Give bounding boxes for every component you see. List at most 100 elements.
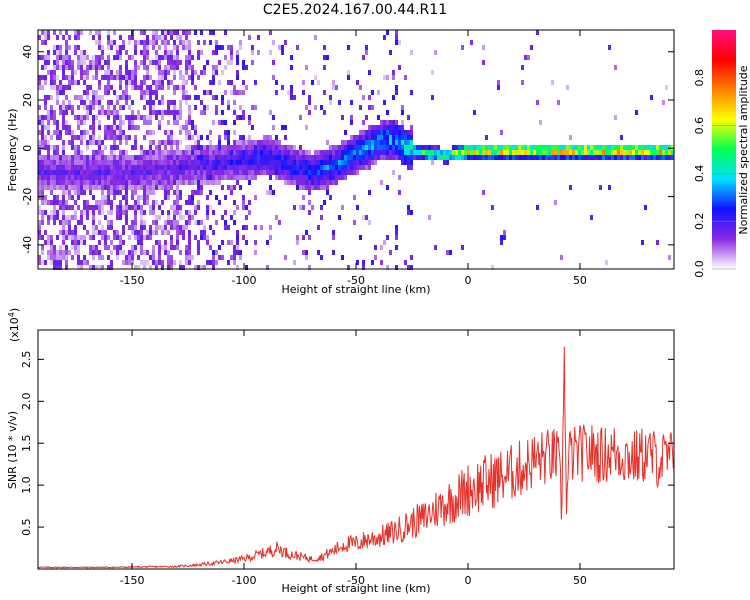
spectrogram-cell bbox=[137, 230, 140, 235]
spectrogram-cell bbox=[500, 145, 503, 150]
spectrogram-cell bbox=[269, 150, 272, 155]
spectrogram-cell bbox=[323, 170, 326, 175]
spectrogram-cell bbox=[80, 140, 83, 145]
spectrogram-cell bbox=[248, 115, 251, 120]
spectrogram-cell bbox=[269, 145, 272, 150]
spectrogram-cell bbox=[221, 165, 224, 170]
spectrogram-cell bbox=[386, 135, 389, 140]
spectrogram-cell bbox=[344, 155, 347, 160]
spectrogram-cell bbox=[374, 130, 377, 135]
spectrogram-cell bbox=[215, 250, 218, 255]
spectrogram-cell bbox=[308, 110, 311, 115]
spectrogram-cell bbox=[104, 200, 107, 205]
spectrogram-cell bbox=[149, 165, 152, 170]
spectrogram-cell bbox=[62, 120, 65, 125]
spectrogram-cell bbox=[476, 145, 479, 150]
spectrogram-cell bbox=[44, 240, 47, 245]
spectrogram-cell bbox=[653, 145, 656, 150]
spectrogram-cell bbox=[131, 85, 134, 90]
spectrogram-cell bbox=[374, 155, 377, 160]
spectrogram-cell bbox=[68, 45, 71, 50]
spectrogram-cell bbox=[398, 135, 401, 140]
spectrogram-cell bbox=[158, 170, 161, 175]
spectrogram-cell bbox=[71, 215, 74, 220]
spectrogram-cell bbox=[56, 135, 59, 140]
spectrogram-cell bbox=[395, 40, 398, 45]
spectrogram-cell bbox=[62, 200, 65, 205]
spectrogram-cell bbox=[230, 50, 233, 55]
spectrogram-cell bbox=[86, 105, 89, 110]
spectrogram-cell bbox=[290, 150, 293, 155]
spectrogram-cell bbox=[365, 140, 368, 145]
spectrogram-cell bbox=[143, 40, 146, 45]
spectrogram-cell bbox=[182, 150, 185, 155]
spectrogram-cell bbox=[74, 50, 77, 55]
spectrogram-cell bbox=[179, 40, 182, 45]
spectrogram-cell bbox=[113, 150, 116, 155]
spectrogram-cell bbox=[95, 205, 98, 210]
spectrogram-cell bbox=[227, 155, 230, 160]
spectrogram-cell bbox=[287, 165, 290, 170]
spectrogram-cell bbox=[146, 75, 149, 80]
spectrogram-cell bbox=[92, 265, 95, 270]
spectrogram-cell bbox=[44, 115, 47, 120]
colorbar-tick-label: 0.4 bbox=[693, 165, 706, 183]
spectrogram-cell bbox=[77, 45, 80, 50]
spectrogram-cell bbox=[602, 155, 605, 160]
spectrogram-cell bbox=[116, 55, 119, 60]
spectrogram-cell bbox=[110, 260, 113, 265]
spectrogram-cell bbox=[368, 70, 371, 75]
spectrogram-cell bbox=[113, 140, 116, 145]
spectrogram-cell bbox=[92, 60, 95, 65]
spectrogram-cell bbox=[80, 190, 83, 195]
spectrogram-cell bbox=[149, 85, 152, 90]
spectrogram-cell bbox=[173, 85, 176, 90]
spectrogram-cell bbox=[152, 170, 155, 175]
spectrogram-cell bbox=[134, 75, 137, 80]
spectrogram-cell bbox=[110, 185, 113, 190]
spectrogram-cell bbox=[56, 90, 59, 95]
spectrogram-cell bbox=[68, 225, 71, 230]
spectrogram-cell bbox=[194, 105, 197, 110]
spectrogram-cell bbox=[158, 165, 161, 170]
spectrogram-cell bbox=[71, 155, 74, 160]
spectrogram-cell bbox=[341, 165, 344, 170]
spectrogram-cell bbox=[200, 165, 203, 170]
spectrogram-cell bbox=[71, 105, 74, 110]
spectrogram-cell bbox=[119, 180, 122, 185]
spectrogram-cell bbox=[251, 155, 254, 160]
spectrogram-cell bbox=[179, 230, 182, 235]
spectrogram-cell bbox=[98, 45, 101, 50]
spectrogram-cell bbox=[353, 145, 356, 150]
spectrogram-cell bbox=[74, 150, 77, 155]
spectrogram-cell bbox=[242, 195, 245, 200]
snr-x-tick-label: 50 bbox=[573, 574, 587, 587]
spectrogram-cell bbox=[224, 55, 227, 60]
spectrogram-cell bbox=[92, 125, 95, 130]
spectrogram-cell bbox=[101, 235, 104, 240]
spectrogram-cell bbox=[296, 185, 299, 190]
spectrogram-cell bbox=[107, 75, 110, 80]
spectrogram-cell bbox=[158, 225, 161, 230]
spectrogram-cell bbox=[143, 75, 146, 80]
spectrogram-cell bbox=[203, 230, 206, 235]
spectrogram-cell bbox=[119, 70, 122, 75]
spectrogram-cell bbox=[53, 115, 56, 120]
spectrogram-cell bbox=[602, 150, 605, 155]
spectrogram-cell bbox=[59, 50, 62, 55]
spectrogram-cell bbox=[86, 140, 89, 145]
spectrogram-cell bbox=[176, 240, 179, 245]
spectrogram-cell bbox=[53, 60, 56, 65]
spectrogram-cell bbox=[173, 120, 176, 125]
spectrogram-cell bbox=[545, 150, 548, 155]
spectrogram-cell bbox=[74, 35, 77, 40]
spectrogram-cell bbox=[65, 170, 68, 175]
spectrogram-cell bbox=[161, 155, 164, 160]
spectrogram-cell bbox=[80, 160, 83, 165]
spectrogram-cell bbox=[104, 175, 107, 180]
spectrogram-cell bbox=[65, 235, 68, 240]
spectrogram-cell bbox=[236, 175, 239, 180]
spectrogram-cell bbox=[71, 175, 74, 180]
spectrogram-cell bbox=[464, 155, 467, 160]
spectrogram-cell bbox=[44, 30, 47, 35]
